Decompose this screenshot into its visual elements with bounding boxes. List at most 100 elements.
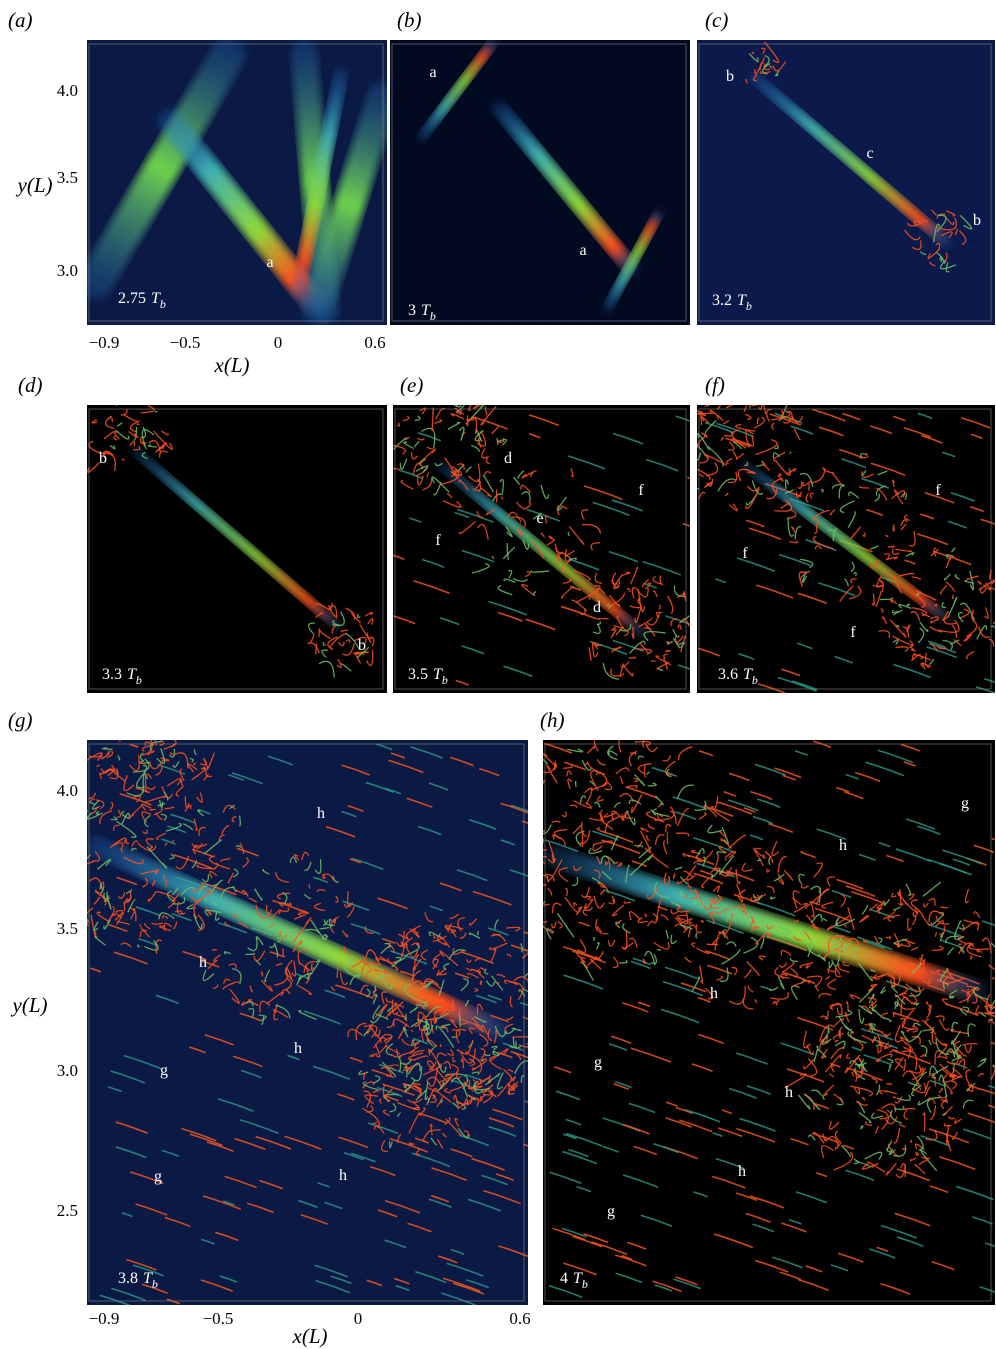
tangle-filament [957,1058,966,1070]
tangle-filament [437,969,448,976]
tangle-filament [308,884,311,889]
tangle-filament [599,882,605,889]
tangle-filament [943,1081,953,1095]
tangle-filament [388,1009,395,1016]
y-tick-label: 3.0 [57,1061,78,1080]
tangle-filament [121,810,130,820]
panel: (a)a2.75 Tb4.03.53.0−0.9 −0.5 0 0.6x(L)y(L) [8,8,387,377]
tangle-filament [359,984,369,994]
tangle-filament [202,969,215,982]
tangle-filament [87,752,103,761]
vortex-filament [497,1051,513,1059]
tangle-filament [518,1044,528,1048]
vortex-filament [599,829,634,844]
tangle-filament [511,516,526,528]
panel-label: (b) [397,8,422,32]
vortex-filament [715,1157,744,1169]
vortex-filament [472,416,509,430]
tangle-filament [366,649,374,667]
tangle-filament [642,740,654,748]
annotation: a [266,254,273,271]
tangle-filament [641,579,650,588]
vortex-filament [564,761,587,771]
tangle-filament [166,890,174,903]
vortex-filament [115,1146,147,1159]
tangle-filament [169,752,176,756]
tangle-filament [118,740,122,742]
vortex-filament [675,415,690,422]
vortex-filament [378,1063,404,1074]
tangle-filament [503,979,519,986]
tangle-filament [769,896,776,900]
tangle-filament [904,229,921,241]
vortex-filament [454,511,470,519]
tangle-filament [870,968,876,972]
tangle-filament [660,913,669,921]
tangle-filament [791,415,804,423]
vortex-filament [603,889,636,902]
tangle-filament [512,1036,528,1045]
tangle-filament [391,999,399,1015]
tangle-filament [612,646,623,650]
tangle-filament [894,1096,903,1104]
tangle-filament [403,983,427,1004]
tangle-filament [147,444,157,448]
tangle-filament [959,602,975,621]
tangle-filament [683,924,697,934]
tangle-filament [245,1001,254,1007]
tangle-filament [752,893,763,902]
tangle-filament [892,1145,907,1157]
tangle-filament [123,395,131,400]
tangle-filament [364,611,373,617]
tangle-filament [567,531,571,537]
tangle-filament [500,496,504,500]
vortex-filament [745,519,765,528]
panel-frame [698,43,992,322]
vortex-filament [236,847,259,857]
tangle-filament [186,904,195,910]
tangle-filament [497,1076,516,1097]
tangle-filament [829,1002,843,1015]
vortex-filament [576,1185,592,1193]
tangle-filament [473,405,481,409]
tangle-filament [805,964,811,969]
tangle-filament [231,981,240,985]
tangle-filament [891,892,897,898]
tangle-filament [706,943,719,946]
tangle-filament [752,74,758,82]
vortex-filament [181,1127,217,1142]
tangle-filament [381,991,388,1005]
tangle-filament [151,922,164,925]
vortex-filament [743,807,756,813]
vortex-filament [457,508,494,523]
tangle-filament [647,823,655,830]
vortex-filament [790,425,814,435]
time-symbol: T [573,1270,583,1287]
tangle-filament [725,405,734,409]
tangle-filament [599,809,605,822]
tangle-filament [99,882,102,890]
tangle-filament [506,1016,514,1021]
tangle-filament [596,758,606,766]
vortex-filament [885,980,918,993]
tangle-filament [901,1017,917,1030]
tangle-filament [905,551,915,557]
tangle-filament [813,862,823,878]
vortex-filament [950,492,975,502]
tangle-filament [484,470,492,476]
vortex-filament [389,950,428,965]
tangle-filament [853,1070,858,1083]
tangle-filament [362,1072,366,1080]
tangle-filament [723,419,730,425]
tangle-filament [771,422,775,430]
tangle-filament [587,957,598,967]
vortex-filament [393,554,405,561]
tangle-filament [114,387,126,403]
tangle-filament [774,498,793,512]
tangle-filament [508,569,513,579]
vortex-filament [838,448,862,459]
tangle-filament [821,1048,829,1059]
vortex-filament [938,1156,976,1171]
tangle-filament [366,632,372,640]
tangle-filament [564,896,580,914]
